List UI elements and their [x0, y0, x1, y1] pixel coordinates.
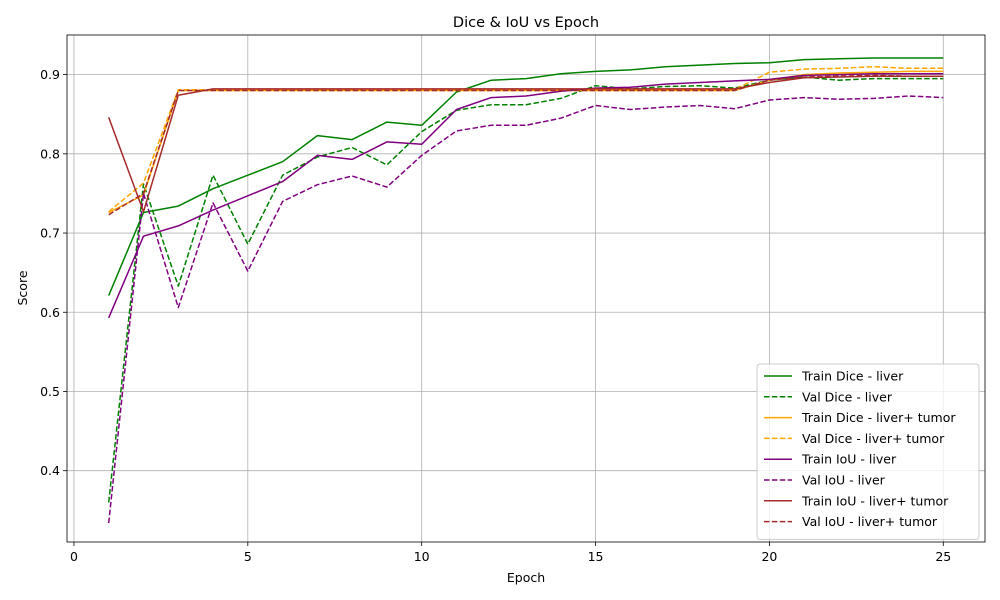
x-tick-label: 0: [70, 549, 78, 564]
legend-entry: Val IoU - liver: [802, 473, 886, 488]
x-tick-label: 25: [935, 549, 951, 564]
y-tick-label: 0.7: [40, 226, 60, 241]
series-line-2: [107, 76, 944, 503]
y-axis: 0.4 0.5 0.6 0.7 0.8 0.9: [40, 67, 67, 478]
y-tick-label: 0.6: [40, 305, 60, 320]
y-tick-label: 0.4: [40, 463, 60, 478]
legend-box: [756, 363, 980, 540]
series-group: [107, 57, 944, 524]
y-tick-label: 0.5: [40, 384, 60, 399]
legend-entry: Train Dice - liver+ tumor: [801, 410, 956, 425]
series-line-1: [108, 57, 944, 296]
legend: Train Dice - liver Val Dice - liver Train …: [756, 363, 980, 540]
x-axis-label: Epoch: [507, 570, 545, 585]
x-tick-label: 20: [761, 549, 777, 564]
series-line-5: [108, 73, 944, 319]
x-tick-label: 5: [244, 549, 252, 564]
grid: [67, 35, 985, 542]
series-line-6: [107, 95, 944, 524]
series-line-3: [108, 70, 944, 214]
plot-frame: [66, 34, 986, 543]
x-axis: 0 5 10 15 20 25: [70, 542, 951, 564]
series-line-8: [108, 74, 944, 216]
y-tick-label: 0.8: [40, 146, 60, 161]
chart-title: Dice & IoU vs Epoch: [453, 15, 599, 31]
legend-entry: Val Dice - liver: [802, 389, 893, 404]
legend-entry: Val Dice - liver+ tumor: [802, 431, 945, 446]
legend-entry: Train IoU - liver: [801, 452, 897, 467]
x-tick-label: 15: [588, 549, 604, 564]
y-tick-label: 0.9: [40, 67, 60, 82]
x-tick-label: 10: [414, 549, 430, 564]
legend-entry: Train Dice - liver: [801, 369, 904, 384]
legend-entry: Train IoU - liver+ tumor: [801, 493, 949, 508]
y-axis-label: Score: [15, 270, 30, 305]
series-line-4: [108, 65, 944, 213]
legend-entry: Val IoU - liver+ tumor: [802, 514, 938, 529]
series-line-7: [107, 75, 944, 213]
